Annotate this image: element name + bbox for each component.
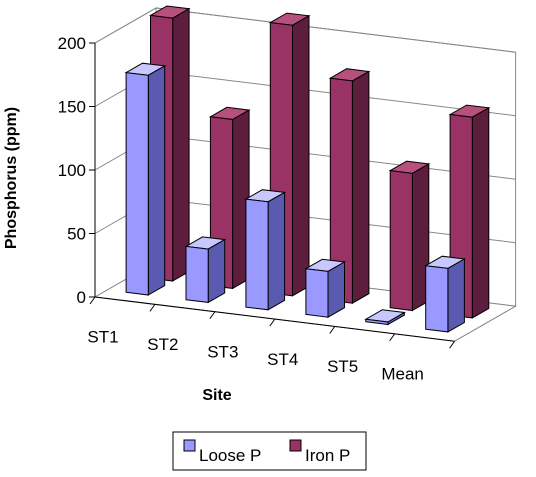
y-axis-title: Phosphorus (ppm) [3, 107, 20, 249]
x-tick-label: ST5 [327, 357, 358, 376]
bar-front [185, 245, 209, 303]
x-tick-mark [149, 304, 156, 312]
legend-label-loose-p: Loose P [199, 446, 261, 465]
x-axis-ticks: ST1 ST2 ST3 ST4 ST5 Mean [87, 296, 455, 384]
x-tick-label: Mean [381, 365, 424, 384]
x-tick-mark [269, 318, 276, 327]
y-tick-label: 50 [67, 225, 86, 244]
bar-iron-p-st3 [268, 12, 311, 297]
bar-loose-p-st5 [364, 309, 406, 326]
bar-front [245, 198, 269, 311]
x-tick-label: ST1 [87, 328, 118, 347]
bar-loose-p-mean [424, 255, 466, 333]
x-tick-label: ST3 [207, 342, 238, 361]
bar-side [327, 261, 345, 319]
bar-loose-p-st1 [124, 62, 167, 296]
y-tick-label: 0 [77, 288, 86, 307]
bar-side [292, 14, 310, 297]
x-tick-mark [209, 311, 216, 320]
bar-iron-p-st5 [388, 160, 431, 312]
y-tick-label: 150 [58, 98, 86, 117]
legend: Loose P Iron P [172, 431, 367, 471]
legend-swatch-iron-p [289, 439, 302, 452]
y-tick-label: 200 [58, 34, 86, 53]
bar-side [447, 258, 465, 333]
x-tick-label: ST4 [267, 350, 298, 369]
bar-side [147, 65, 166, 296]
legend-label-iron-p: Iron P [305, 446, 350, 465]
bar-side [471, 106, 490, 319]
bars [124, 5, 491, 333]
x-tick-mark [389, 333, 396, 342]
bar-front [329, 77, 353, 304]
bar-side [267, 191, 286, 311]
gridline [94, 7, 516, 53]
bar-iron-p-st4 [328, 68, 371, 305]
legend-box [172, 431, 367, 471]
x-tick-mark [449, 340, 455, 349]
bar-front [365, 318, 389, 326]
x-axis-title: Site [202, 387, 231, 404]
bar-front [305, 268, 329, 318]
bar-loose-p-st4 [304, 258, 347, 319]
bar-front [389, 170, 413, 312]
bar-side [207, 238, 226, 304]
y-axis-ticks: 0 50 100 150 200 [58, 34, 96, 307]
bar-front [425, 265, 449, 333]
bar-front [125, 72, 149, 296]
bar-side [351, 70, 370, 305]
x-tick-label: ST2 [147, 335, 178, 354]
x-axis-line [94, 296, 455, 342]
bar-loose-p-st2 [184, 236, 227, 304]
bar-side [172, 7, 190, 282]
y-tick-label: 100 [58, 161, 86, 180]
x-tick-mark [89, 296, 96, 305]
x-tick-mark [329, 326, 336, 334]
bar-loose-p-st3 [244, 189, 287, 311]
legend-swatch-loose-p [183, 439, 196, 452]
